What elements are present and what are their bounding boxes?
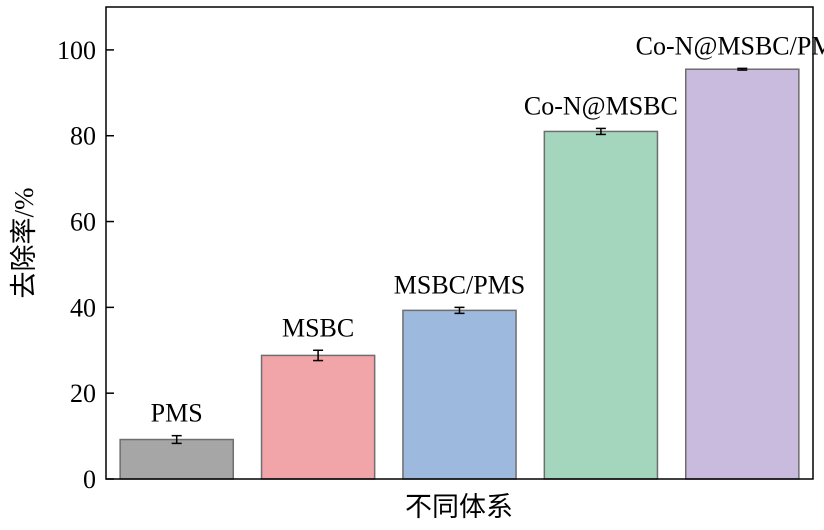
y-tick-label: 100: [57, 36, 96, 65]
plot-frame: [105, 6, 814, 480]
error-bar: [595, 127, 606, 136]
error-bars-layer: [171, 67, 748, 445]
error-bar: [313, 349, 324, 362]
y-tick-label: 20: [70, 379, 96, 408]
bar-category-label: Co-N@MSBC: [524, 91, 678, 120]
y-axis: 0 20 40 60 80 100: [57, 36, 114, 494]
bar-category-label: MSBC/PMS: [394, 270, 526, 299]
y-tick-label: 0: [83, 465, 96, 494]
y-tick-label: 60: [70, 208, 96, 237]
bar: [402, 309, 517, 480]
bar-category-label: PMS: [151, 399, 203, 428]
bar: [260, 354, 376, 480]
y-tick-label: 80: [70, 122, 96, 151]
error-bar: [454, 306, 465, 315]
y-tick-label: 40: [70, 293, 96, 322]
bar-labels-layer: PMS MSBC MSBC/PMS Co-N@MSBC Co-N@MSBC/PMS: [151, 31, 824, 427]
bar: [119, 438, 235, 480]
bar-category-label: MSBC: [282, 313, 354, 342]
x-axis-title: 不同体系: [405, 492, 513, 522]
bar-category-label: Co-N@MSBC/PMS: [636, 31, 824, 60]
bar: [543, 130, 659, 480]
bar: [684, 68, 800, 480]
error-bar: [171, 434, 182, 445]
y-axis-title: 去除率/%: [9, 188, 39, 299]
error-bar: [737, 67, 748, 71]
